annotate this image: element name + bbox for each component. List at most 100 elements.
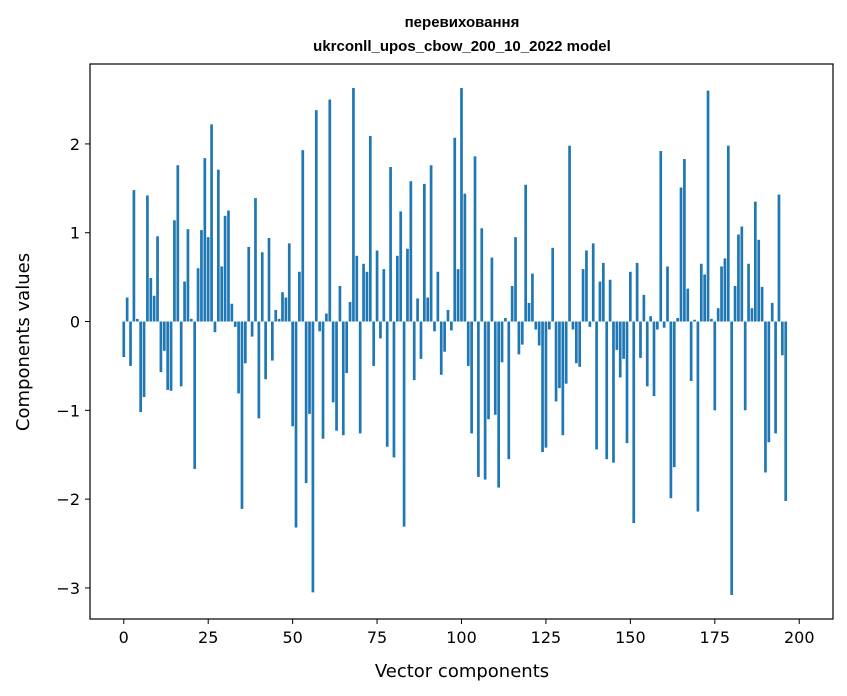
bar xyxy=(466,321,470,366)
bar xyxy=(578,321,582,367)
bar xyxy=(649,316,652,322)
bar xyxy=(426,297,430,322)
y-axis-label: Components values xyxy=(13,253,34,431)
bar xyxy=(311,321,315,593)
bar xyxy=(524,184,528,322)
bar xyxy=(446,309,450,322)
bar xyxy=(156,236,159,322)
bar xyxy=(527,302,531,322)
bar xyxy=(271,321,274,361)
bar xyxy=(179,321,183,387)
bar xyxy=(149,278,153,322)
bar xyxy=(514,237,517,322)
bar xyxy=(723,258,727,322)
bar xyxy=(629,271,632,322)
bar xyxy=(352,87,355,322)
bar xyxy=(564,321,568,384)
bar xyxy=(331,321,335,403)
bar xyxy=(206,237,210,322)
bar xyxy=(497,321,500,488)
bar xyxy=(281,292,284,322)
bar xyxy=(358,321,362,434)
bar xyxy=(365,271,369,322)
bar xyxy=(267,238,271,322)
bar xyxy=(625,321,629,444)
bar xyxy=(122,321,126,358)
bar xyxy=(743,321,747,411)
bar xyxy=(254,198,257,322)
bar xyxy=(196,268,200,322)
bar xyxy=(531,273,534,322)
bar xyxy=(233,321,237,327)
bar xyxy=(757,239,761,322)
bar xyxy=(635,262,639,322)
bar xyxy=(710,318,713,322)
chart-subtitle: ukrconll_upos_cbow_200_10_2022 model xyxy=(313,38,611,55)
bar xyxy=(504,317,507,322)
bar xyxy=(203,158,207,322)
bar xyxy=(595,321,598,450)
chart-title: перевиховання xyxy=(405,14,520,31)
bar xyxy=(601,262,605,322)
bar xyxy=(294,321,298,528)
bar xyxy=(362,263,365,322)
bar xyxy=(551,247,555,322)
plot-frame xyxy=(89,63,834,620)
bar xyxy=(450,321,453,331)
bar xyxy=(463,193,467,322)
bar xyxy=(487,321,490,420)
bar xyxy=(341,321,345,436)
bar xyxy=(612,321,615,463)
bar xyxy=(321,321,325,439)
bar xyxy=(379,321,382,339)
bar xyxy=(699,263,703,322)
bar xyxy=(423,183,426,322)
bar xyxy=(473,156,477,322)
bar-series xyxy=(122,87,788,596)
bar xyxy=(608,279,612,322)
bar xyxy=(686,288,690,322)
bar xyxy=(298,271,301,322)
bar xyxy=(284,297,288,322)
y-tick-label: 2 xyxy=(70,135,80,154)
bar xyxy=(193,321,197,469)
bar xyxy=(460,87,463,322)
bar xyxy=(561,321,565,436)
bar xyxy=(385,321,389,447)
bar xyxy=(585,250,588,322)
x-tick-label: 0 xyxy=(119,628,129,647)
bar xyxy=(500,321,504,363)
bar xyxy=(483,321,487,480)
bar xyxy=(456,269,460,322)
y-axis-ticks: −3 −2 −1 0 1 2 xyxy=(56,135,90,598)
bar xyxy=(672,321,676,468)
bar xyxy=(544,321,548,448)
bar xyxy=(480,228,484,322)
bar xyxy=(287,243,291,322)
y-tick-label: −3 xyxy=(56,579,80,598)
bar xyxy=(433,321,436,332)
bar xyxy=(679,187,683,322)
bar xyxy=(257,321,261,419)
bar xyxy=(416,298,419,322)
bar xyxy=(399,211,403,322)
bar xyxy=(581,269,585,322)
bar xyxy=(382,269,386,322)
bar xyxy=(696,321,700,512)
x-tick-label: 75 xyxy=(367,628,387,647)
bar xyxy=(291,321,294,427)
bar xyxy=(189,318,193,322)
bar xyxy=(706,90,710,322)
bar xyxy=(784,321,788,501)
bar xyxy=(139,321,143,413)
bar xyxy=(240,321,244,509)
bar xyxy=(493,321,497,415)
bar xyxy=(402,321,406,527)
bar xyxy=(264,321,267,380)
bar xyxy=(406,248,409,322)
bar xyxy=(132,190,136,322)
bar xyxy=(662,321,666,328)
bar xyxy=(325,313,328,322)
bar xyxy=(186,229,190,322)
bar xyxy=(574,321,578,364)
